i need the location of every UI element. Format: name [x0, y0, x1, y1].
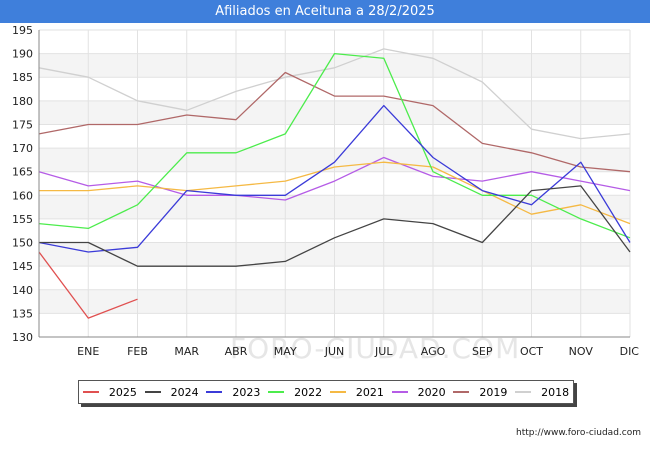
legend-item-2020: 2020: [391, 385, 446, 399]
legend-label: 2019: [479, 385, 508, 399]
y-tick-label: 140: [12, 284, 33, 297]
series-line-2021: [39, 161, 631, 225]
x-tick-label: MAY: [274, 345, 297, 358]
y-tick-label: 135: [12, 307, 33, 320]
legend-item-2023: 2023: [206, 386, 260, 399]
y-tick-labels: 130 135 140 145 150 155 160 165 170 175 180 185 190 1…: [12, 24, 33, 344]
y-tick-label: 160: [12, 189, 33, 202]
series-lines: [38, 48, 631, 319]
legend-item-2021: 2021: [329, 385, 384, 399]
legend-swatch: [82, 391, 99, 393]
legend-item-2025: 2025: [82, 385, 137, 399]
x-tick-label: MAR: [174, 345, 199, 358]
legend-item-2024: 2024: [144, 385, 199, 399]
legend-label: 2023: [232, 385, 261, 399]
x-tick-label: JUL: [374, 345, 393, 358]
y-tick-label: 180: [12, 95, 33, 108]
legend-label: 2025: [108, 385, 137, 399]
x-tick-label: JUN: [324, 345, 345, 358]
series-line-2019: [38, 71, 631, 173]
legend-item-2022: 2022: [268, 386, 322, 399]
x-tick-label: ABR: [225, 345, 248, 358]
y-tick-label: 165: [12, 166, 33, 179]
series-line-2023: [38, 104, 631, 253]
x-tick-labels: ENE FEB MAR ABR MAY JUN JUL AGO SEP OCT NOV DIC: [77, 345, 639, 358]
x-tick-label: DIC: [620, 345, 640, 358]
legend-swatch: [329, 391, 346, 393]
legend-label: 2020: [417, 385, 446, 399]
y-tick-label: 175: [12, 118, 33, 131]
chart-title: Afiliados en Aceituna a 28/2/2025: [0, 0, 650, 23]
legend-label: 2024: [170, 385, 199, 399]
legend-swatch: [391, 391, 408, 393]
legend-swatch: [515, 391, 532, 393]
series-line-2024: [39, 185, 631, 267]
legend: 2025 2024 2023 2022 2021 2020 2019 2018: [78, 380, 574, 404]
series-line-2020: [38, 156, 631, 201]
series-line-2022: [38, 52, 631, 239]
y-tick-label: 150: [12, 237, 33, 250]
legend-item-2019: 2019: [453, 386, 507, 399]
x-tick-label: SEP: [472, 345, 493, 358]
legend-label: 2022: [294, 385, 323, 399]
y-tick-label: 170: [12, 142, 33, 155]
y-tick-label: 185: [12, 71, 33, 84]
series-line-2025: [38, 251, 138, 319]
series-line-2018: [38, 48, 631, 140]
x-tick-label: OCT: [520, 345, 543, 358]
source-label: http://www.foro-ciudad.com: [516, 428, 641, 438]
x-tick-label: ENE: [77, 345, 99, 358]
legend-swatch: [206, 391, 223, 393]
y-tick-label: 130: [12, 331, 33, 344]
legend-label: 2021: [355, 385, 384, 399]
y-tick-label: 195: [12, 24, 33, 37]
legend-item-2018: 2018: [515, 386, 569, 399]
y-tick-label: 190: [12, 48, 33, 61]
legend-swatch: [268, 391, 285, 393]
x-tick-label: AGO: [421, 345, 446, 358]
axes: [38, 30, 630, 338]
x-tick-label: NOV: [569, 345, 594, 358]
legend-swatch: [144, 391, 161, 393]
x-tick-label: FEB: [127, 345, 148, 358]
legend-swatch: [453, 391, 470, 393]
y-tick-label: 155: [12, 213, 33, 226]
legend-label: 2018: [541, 385, 570, 399]
y-tick-label: 145: [12, 260, 33, 273]
